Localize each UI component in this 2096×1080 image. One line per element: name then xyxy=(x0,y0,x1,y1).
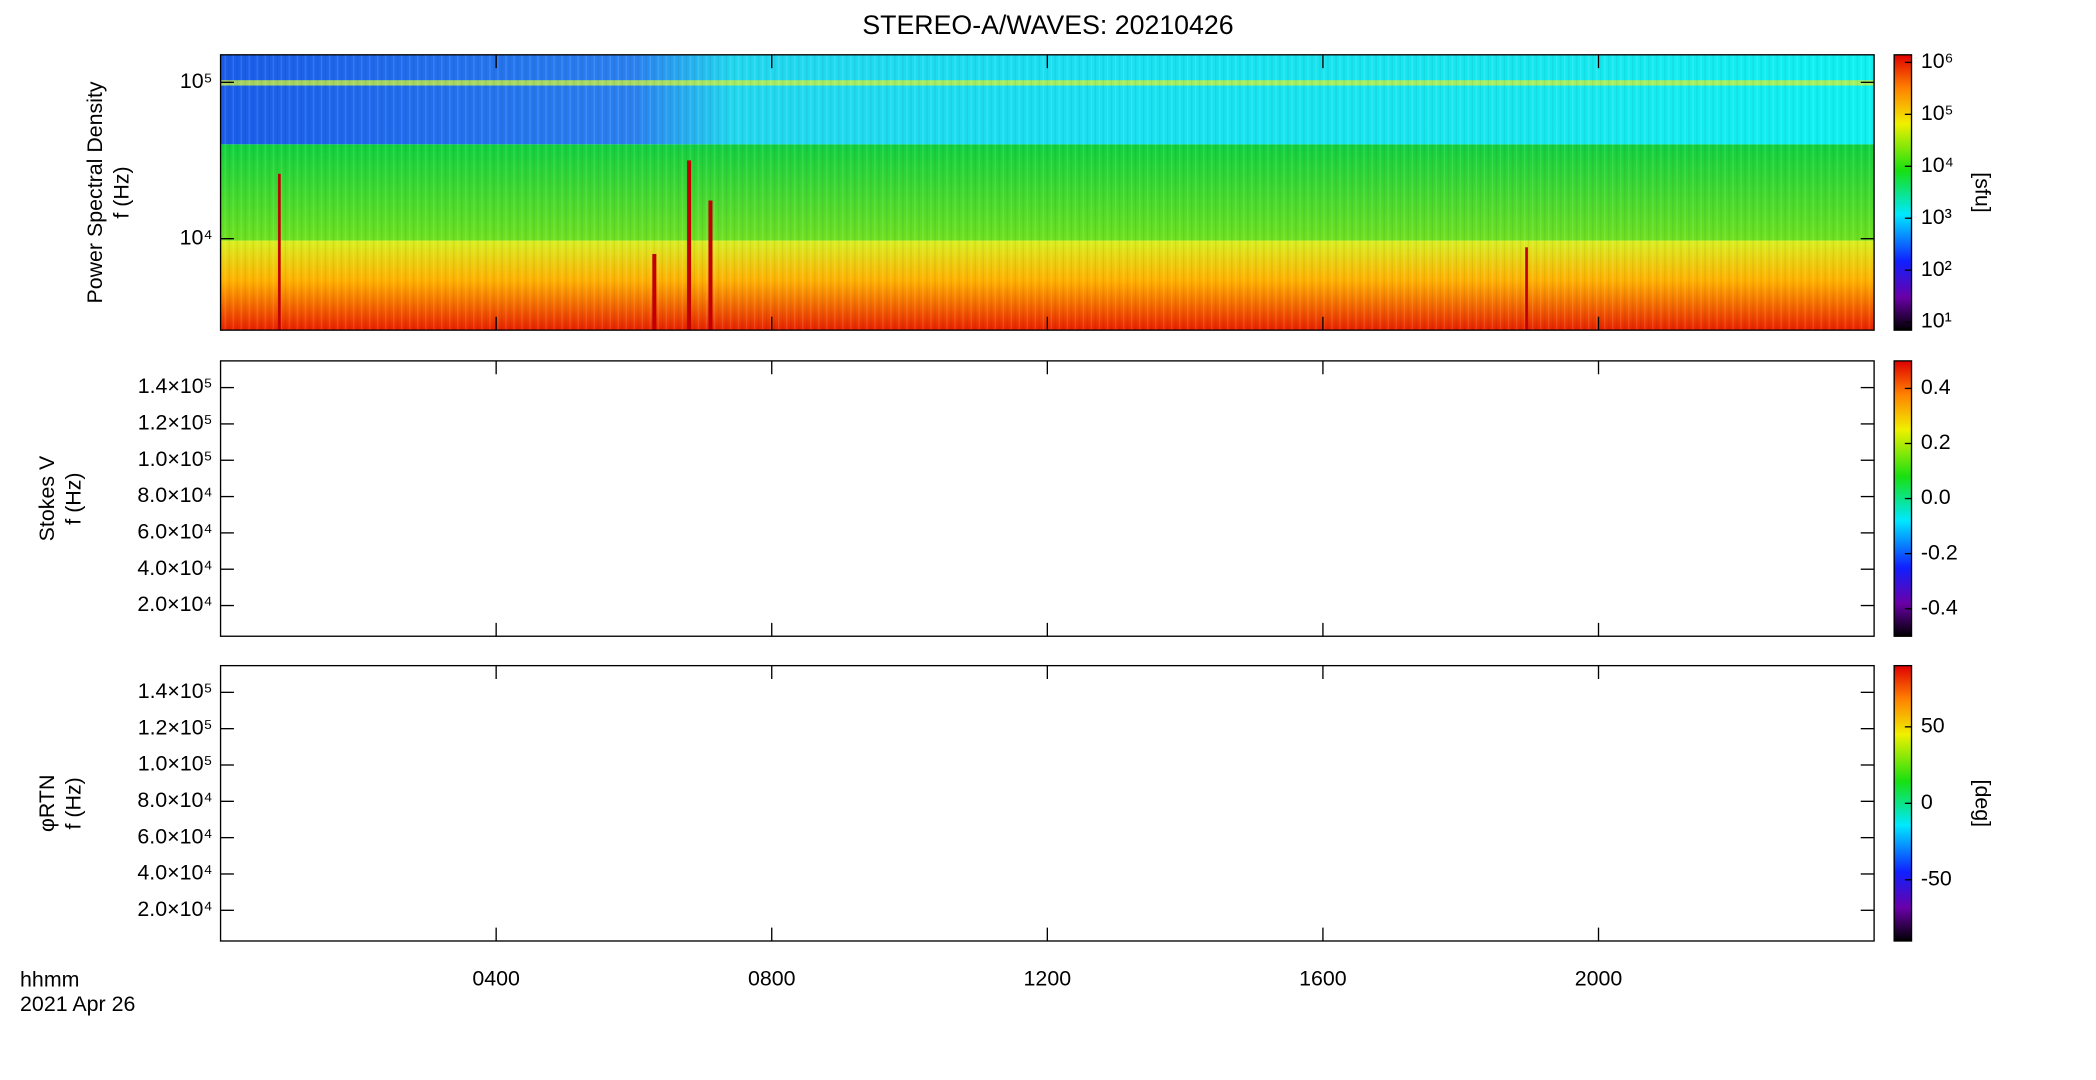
x-tick-label: 2000 xyxy=(1575,966,1623,990)
spectrogram-texture xyxy=(220,54,1875,331)
colorbar-tick-label: 10¹ xyxy=(1921,309,1952,333)
y-tick-label: 6.0×10⁴ xyxy=(137,520,212,544)
y-tick-label: 1.0×10⁵ xyxy=(138,447,213,471)
colorbar-tick-label: 10⁶ xyxy=(1921,49,1954,73)
colorbar-tick-label: 0 xyxy=(1921,790,1933,814)
y-tick-label: 4.0×10⁴ xyxy=(137,556,212,580)
y-tick-label: 1.4×10⁵ xyxy=(138,374,213,398)
y-axis-label: f (Hz) xyxy=(61,777,85,829)
colorbar-tick-label: 50 xyxy=(1921,713,1945,737)
y-tick-label: 8.0×10⁴ xyxy=(137,483,212,507)
spectrogram-burst xyxy=(708,200,713,331)
x-tick-label: 0800 xyxy=(748,966,796,990)
colorbar-tick-label: 10² xyxy=(1921,257,1952,281)
colorbar-tick-label: -50 xyxy=(1921,866,1952,890)
y-axis-label: f (Hz) xyxy=(110,166,134,218)
colorbar-label: [sfu] xyxy=(1970,172,1994,212)
y-tick-label: 2.0×10⁴ xyxy=(137,897,212,921)
y-tick-label: 4.0×10⁴ xyxy=(137,861,212,885)
y-tick-label: 1.0×10⁵ xyxy=(138,752,213,776)
chart-title: STEREO-A/WAVES: 20210426 xyxy=(862,10,1233,40)
spectrogram-burst xyxy=(652,253,657,331)
x-unit-label: hhmm xyxy=(20,968,79,992)
colorbar-tick-label: 0.4 xyxy=(1921,375,1951,399)
y-tick-label: 10⁴ xyxy=(180,225,213,249)
y-axis-label: Power Spectral Density xyxy=(83,81,107,303)
colorbar xyxy=(1893,54,1913,331)
x-tick-label: 0400 xyxy=(472,966,520,990)
colorbar-label: [deg] xyxy=(1970,780,1994,828)
date-label: 2021 Apr 26 xyxy=(20,992,135,1016)
y-tick-label: 8.0×10⁴ xyxy=(137,788,212,812)
spectrogram xyxy=(220,54,1875,331)
colorbar-tick-label: -0.2 xyxy=(1921,540,1958,564)
x-tick-label: 1200 xyxy=(1024,966,1072,990)
colorbar-tick-label: 10⁴ xyxy=(1921,153,1954,177)
x-tick-label: 1600 xyxy=(1299,966,1347,990)
colorbar-tick-label: 10³ xyxy=(1921,205,1952,229)
y-axis-label: f (Hz) xyxy=(61,472,85,524)
colorbar-tick-label: 0.0 xyxy=(1921,485,1951,509)
colorbar-tick-label: -0.4 xyxy=(1921,595,1958,619)
plot-frame xyxy=(219,664,1875,942)
y-tick-label: 10⁵ xyxy=(180,69,213,93)
spectrogram-burst xyxy=(687,160,692,331)
plot-frame xyxy=(219,360,1875,637)
y-tick-label: 1.4×10⁵ xyxy=(138,679,213,703)
y-tick-label: 1.2×10⁵ xyxy=(138,411,213,435)
spectrogram-burst xyxy=(278,173,281,331)
colorbar-tick-label: 10⁵ xyxy=(1921,101,1954,125)
y-axis-label: Stokes V xyxy=(35,455,59,541)
y-axis-label: φRTN xyxy=(35,775,59,832)
colorbar-tick-label: 0.2 xyxy=(1921,430,1951,454)
y-tick-label: 2.0×10⁴ xyxy=(137,592,212,616)
spectrogram-burst xyxy=(1525,247,1528,331)
y-tick-label: 6.0×10⁴ xyxy=(137,824,212,848)
y-tick-label: 1.2×10⁵ xyxy=(138,715,213,739)
